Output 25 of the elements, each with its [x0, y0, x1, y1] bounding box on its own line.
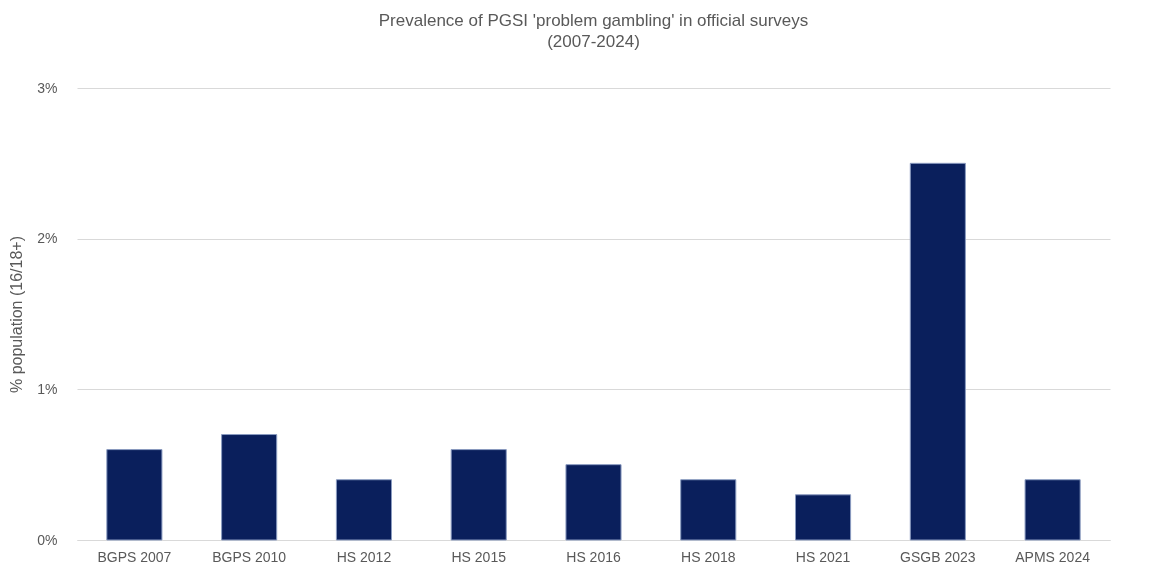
- y-axis-title: % population (16/18+): [8, 236, 26, 393]
- bar: [221, 434, 278, 541]
- bar: [450, 449, 507, 541]
- bar: [565, 464, 622, 541]
- bar: [680, 479, 737, 541]
- x-tick-label: HS 2018: [681, 548, 736, 565]
- bar: [1024, 479, 1081, 541]
- chart-title: Prevalence of PGSI 'problem gambling' in official surveys: [378, 11, 809, 30]
- x-tick-label: BGPS 2010: [212, 548, 287, 565]
- y-tick-label: 2%: [37, 230, 58, 247]
- x-tick-label: HS 2015: [451, 548, 507, 565]
- x-tick-label: HS 2021: [795, 548, 851, 565]
- y-tick-label: 3%: [37, 79, 58, 96]
- bar: [909, 162, 966, 541]
- bar: [335, 479, 392, 541]
- y-tick-label: 1%: [37, 380, 58, 397]
- chart-subtitle: (2007-2024): [547, 32, 640, 51]
- y-tick-label: 0%: [37, 531, 58, 548]
- x-tick-label: HS 2016: [566, 548, 621, 565]
- x-tick-label: GSGB 2023: [900, 548, 976, 565]
- bar: [795, 494, 852, 541]
- bar: [106, 449, 163, 541]
- x-tick-label: HS 2012: [336, 548, 392, 565]
- x-tick-label: BGPS 2007: [97, 548, 172, 565]
- x-tick-label: APMS 2024: [1015, 548, 1091, 565]
